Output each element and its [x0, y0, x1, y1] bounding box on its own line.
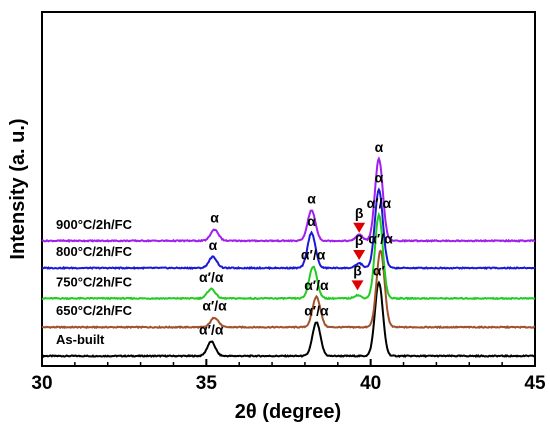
beta-marker: [353, 250, 366, 260]
peak-label: β: [355, 232, 364, 248]
series-label-650-c-2h-fc: 650°C/2h/FC: [56, 303, 133, 318]
peak-label: α: [375, 170, 384, 186]
x-tick-label: 40: [360, 373, 381, 394]
beta-marker: [351, 280, 364, 291]
x-tick-label: 45: [524, 373, 546, 394]
peak-label: α′/α: [301, 246, 326, 262]
peak-label: α′/α: [202, 298, 227, 314]
x-tick-label: 35: [196, 373, 218, 394]
x-ticks: 30 35 40 45: [31, 359, 546, 394]
peak-label: α′/α: [368, 230, 393, 246]
series-label-750-c-2h-fc: 750°C/2h/FC: [56, 274, 133, 289]
peak-label: α′/α: [199, 269, 224, 285]
peak-label: α: [210, 210, 219, 226]
peak-label: α: [307, 213, 316, 229]
labels-layer: As-built α′/α α′/α α′ 650°C/2h/FC α′/α α′/α α′/…: [56, 139, 393, 347]
x-axis-title: 2θ (degree): [235, 401, 341, 423]
peak-label: α′/α: [304, 277, 329, 293]
y-axis-title: Intensity (a. u.): [7, 118, 29, 259]
series-line-750-c-2h-fc: [41, 211, 536, 301]
peak-label: α: [375, 139, 384, 155]
peak-label: α: [307, 190, 316, 206]
peak-label: α′/α: [199, 322, 224, 338]
series-layer: [41, 156, 536, 359]
plot-frame: [41, 11, 536, 367]
series-line-as-built: [41, 280, 536, 359]
beta-marker: [353, 222, 366, 233]
series-line-800-c-2h-fc: [41, 187, 536, 271]
peak-label: α: [209, 237, 218, 253]
series-label-900-c-2h-fc: 900°C/2h/FC: [56, 217, 133, 232]
peak-label: α′/α: [367, 195, 392, 211]
peak-label: β: [353, 262, 362, 278]
series-line-650-c-2h-fc: [41, 249, 536, 330]
x-tick-label: 30: [31, 373, 52, 394]
series-label-800-c-2h-fc: 800°C/2h/FC: [56, 244, 133, 259]
peak-label: β: [355, 205, 364, 221]
peak-label: α′/α: [304, 302, 329, 318]
peak-label: α′: [373, 262, 386, 278]
series-label-as-built: As-built: [56, 332, 105, 347]
series-line-900-c-2h-fc: [41, 156, 536, 243]
